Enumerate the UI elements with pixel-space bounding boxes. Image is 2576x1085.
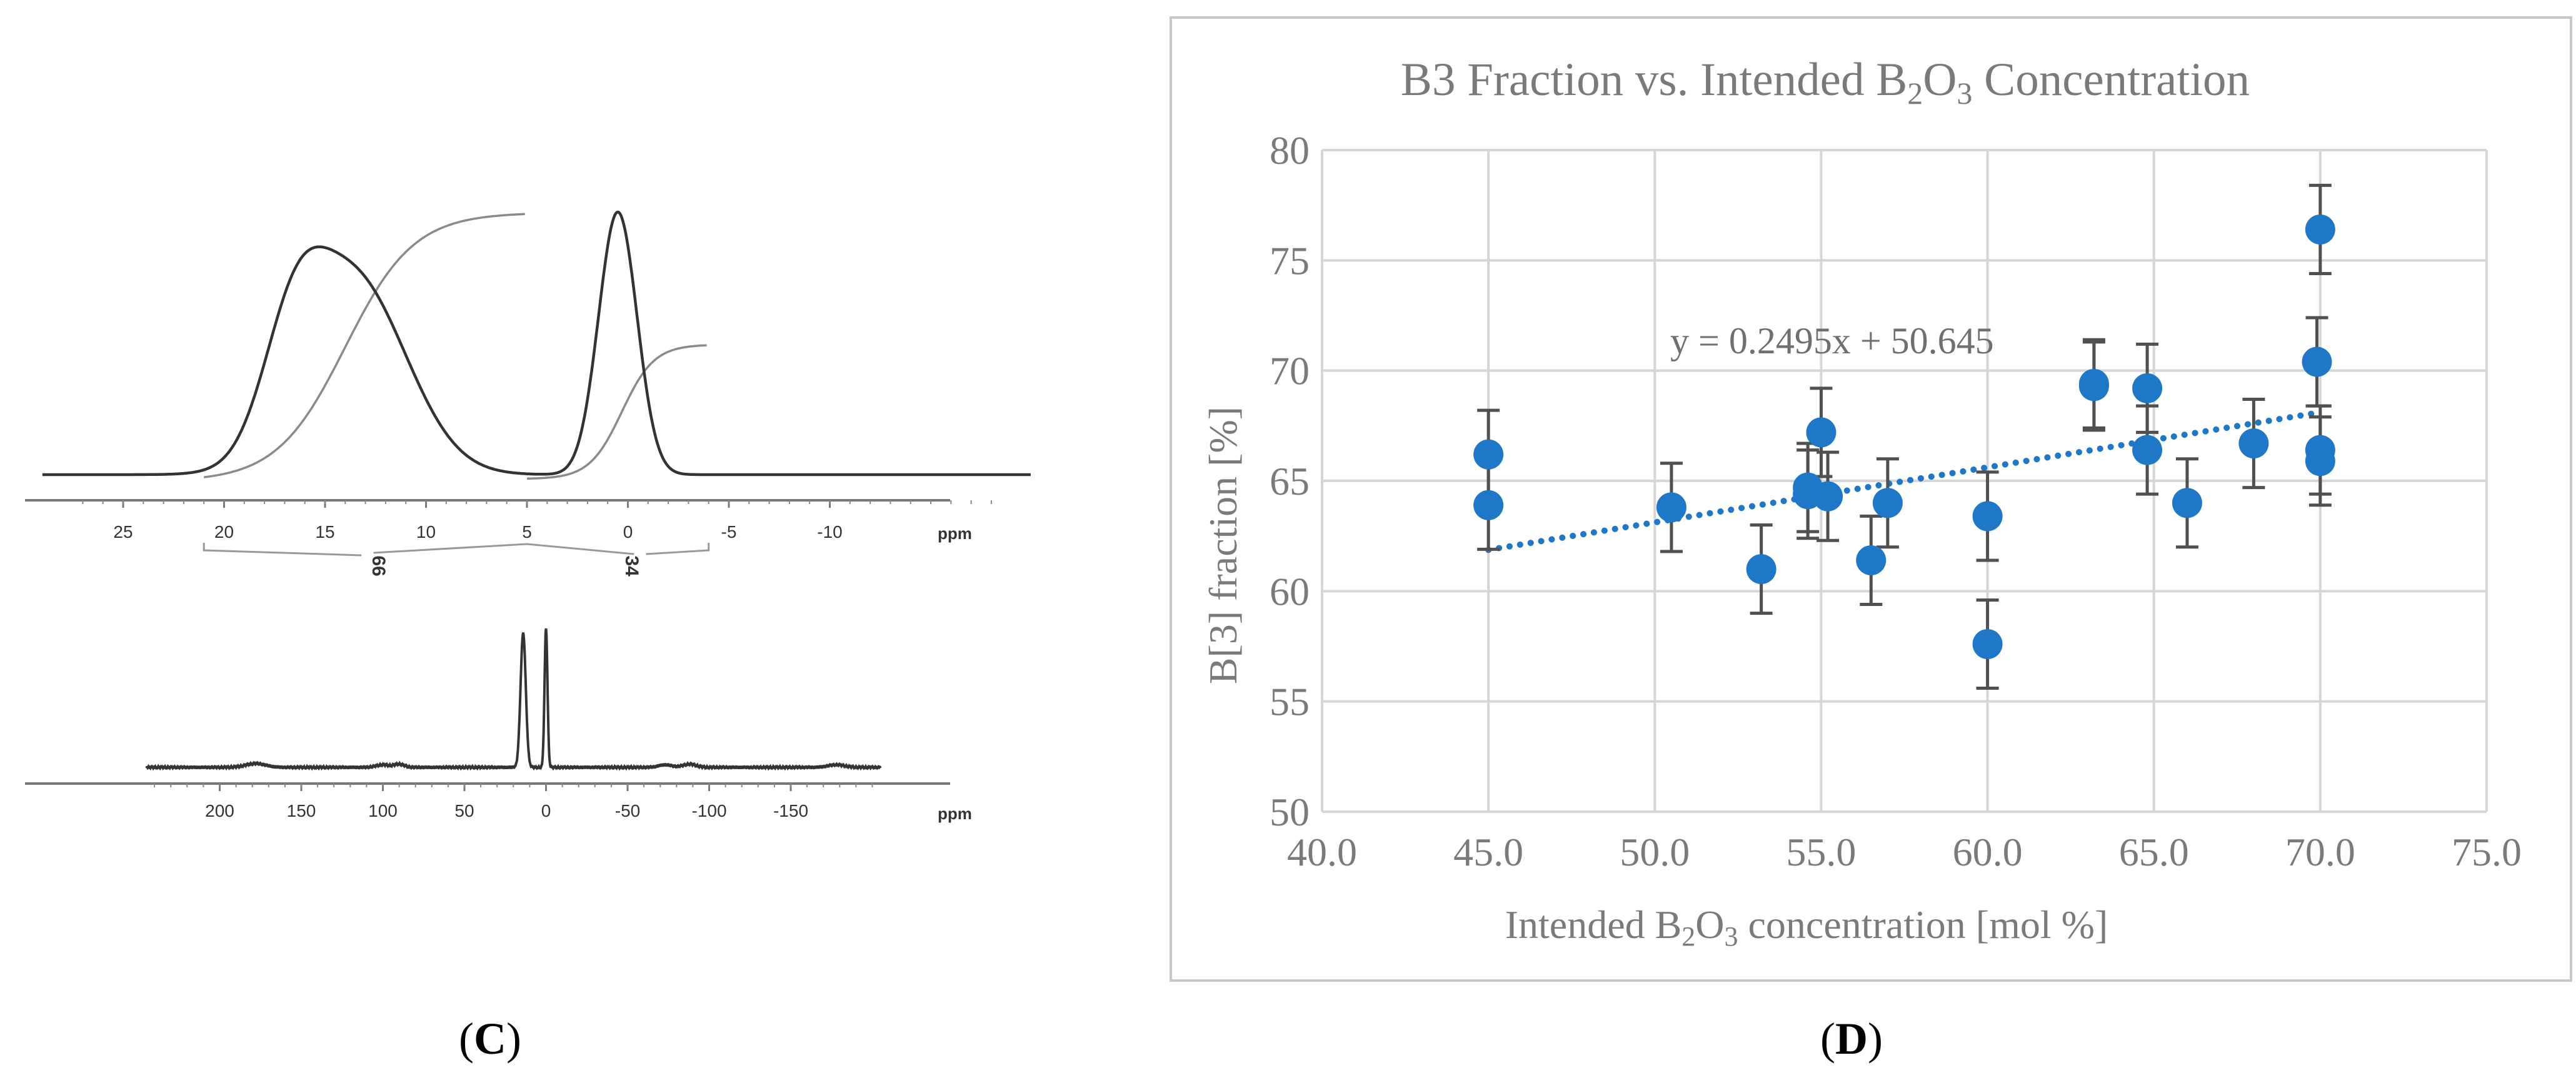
c-top-tick-label: 0 [623,522,633,542]
title-subscript-3: 3 [1957,76,1972,111]
integral-curve-2 [526,344,707,480]
xlabel-part-1: Intended B [1505,902,1682,947]
data-point [1746,554,1777,585]
panel-c: 25 20 15 10 5 0 -5 -10 ppm 66 34 200 150 100 50 0 -5… [25,210,1031,823]
c-bottom-tick-label: 50 [454,801,474,820]
x-tick-label: 65.0 [2119,830,2189,874]
y-tick-label: 70 [1270,349,1310,393]
y-tick-label: 75 [1270,238,1310,283]
c-bottom-tick-label: 0 [541,801,551,820]
xlabel-subscript-2: 2 [1681,921,1695,952]
chart-frame [1170,16,2572,982]
y-tick-labels: 50 55 60 65 70 75 80 [1270,128,1310,834]
integral-value-2: 34 [621,555,642,577]
trendline-equation: y = 0.2495x + 50.645 [1670,320,1994,361]
panel-label-d: (D) [1820,1014,1883,1064]
data-point [1872,488,1903,518]
nmr-spectrum-expanded: 25 20 15 10 5 0 -5 -10 ppm 66 34 [25,210,1031,577]
x-tick-label: 50.0 [1620,830,1690,874]
data-point [2302,346,2332,377]
y-tick-label: 55 [1270,680,1310,724]
data-point [1473,490,1504,520]
integral-curve-1 [203,213,525,478]
x-tick-label: 45.0 [1453,830,1523,874]
x-tick-label: 60.0 [1953,830,2023,874]
integral-label-1: 66 [368,555,389,576]
x-axis-label: Intended B2O3 concentration [mol %] [1505,902,2108,952]
c-top-tick-label: 10 [416,522,436,542]
integral-label-2: 34 [621,555,642,577]
xlabel-part-end: concentration [mol %] [1738,902,2108,947]
c-top-tick-label: 15 [315,522,334,542]
data-point [2078,371,2109,401]
chart-title: B3 Fraction vs. Intended B2O3 Concentrat… [1401,54,2250,111]
x-tick-label: 75.0 [2452,830,2522,874]
data-point [1473,439,1504,470]
c-top-tick-label: 5 [522,522,532,542]
data-point [1972,628,2003,659]
title-part-o: O [1923,54,1957,106]
y-axis-label-text: B[3] fraction [%] [1201,406,1245,684]
c-bottom-unit-label: ppm [938,804,972,823]
x-tick-label: 40.0 [1287,830,1357,874]
trendline [1485,409,2323,553]
c-bottom-tick-label: 200 [205,801,234,820]
c-top-unit-label: ppm [938,524,972,543]
data-point [1856,545,1887,575]
c-bottom-tick-label: -150 [773,801,808,820]
xlabel-subscript-3: 3 [1725,921,1738,952]
y-tick-label: 65 [1270,459,1310,503]
data-point [1806,417,1837,448]
x-tick-label: 55.0 [1786,830,1856,874]
data-point [1972,501,2003,532]
y-axis-label: B[3] fraction [%] [1201,406,1245,684]
c-bottom-spectrum-trace [145,628,882,771]
c-top-tick-label: 20 [214,522,234,542]
y-tick-label: 80 [1270,128,1310,173]
c-bottom-tick-label: -100 [691,801,726,820]
data-point [2172,488,2202,518]
panel-label-c: (C) [459,1014,521,1064]
y-tick-label: 60 [1270,569,1310,613]
title-part-1: B3 Fraction vs. Intended B [1401,54,1907,106]
data-point [1813,481,1843,512]
data-point [2305,446,2335,477]
x-tick-labels: 40.0 45.0 50.0 55.0 60.0 65.0 70.0 75.0 [1287,830,2522,874]
data-point [1656,492,1686,523]
integral-bracket [203,543,710,557]
c-bottom-tick-label: 100 [368,801,398,820]
c-top-tick-label: 25 [113,522,133,542]
panel-d-chart: B3 Fraction vs. Intended B2O3 Concentrat… [1170,16,2572,982]
data-point [2132,373,2163,403]
c-top-tick-label: -10 [817,522,842,542]
x-tick-label: 70.0 [2285,830,2355,874]
data-point [2132,435,2163,465]
y-tick-label: 50 [1270,790,1310,834]
c-top-tick-label: -5 [721,522,737,542]
c-bottom-tick-label: 150 [287,801,316,820]
data-point [2305,214,2335,245]
c-bottom-tick-label: -50 [615,801,640,820]
nmr-spectrum-full: 200 150 100 50 0 -50 -100 -150 ppm [25,628,972,823]
title-subscript-2: 2 [1907,76,1923,111]
xlabel-part-o: O [1695,902,1724,947]
c-top-spectrum-trace [42,210,1031,477]
data-point [2238,428,2269,459]
title-part-end: Concentration [1972,54,2250,106]
integral-value-1: 66 [368,555,389,576]
data-points [1473,214,2335,659]
